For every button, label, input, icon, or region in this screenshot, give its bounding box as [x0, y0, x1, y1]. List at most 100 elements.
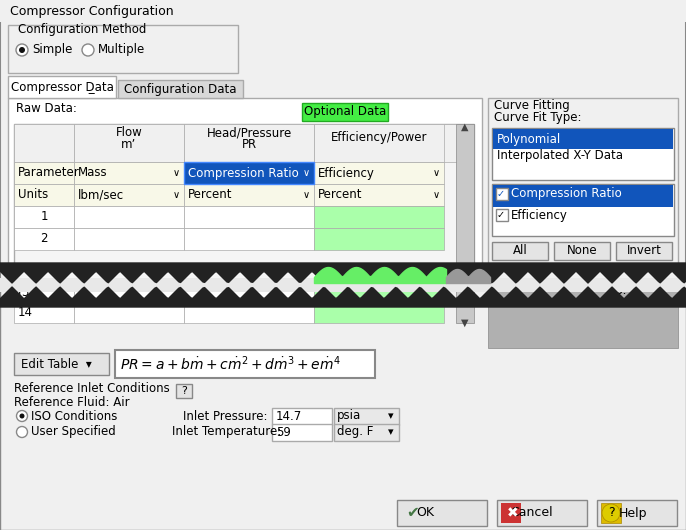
Text: Parameter: Parameter	[18, 166, 80, 180]
Text: Percent: Percent	[188, 189, 233, 201]
Text: PR: PR	[241, 137, 257, 151]
Text: ∨: ∨	[303, 168, 309, 178]
Text: Simple: Simple	[32, 43, 73, 57]
Text: Compressor D̲ata: Compressor D̲ata	[10, 81, 113, 93]
Bar	[488, 283, 678, 348]
Circle shape	[16, 427, 27, 437]
Bar	[314, 283, 444, 303]
Bar	[184, 283, 314, 303]
Bar	[302, 103, 388, 121]
Bar	[334, 408, 399, 425]
Text: ▼: ▼	[461, 318, 469, 328]
Text: Compressor Configuration: Compressor Configuration	[10, 5, 174, 19]
Text: lbm/sec: lbm/sec	[78, 189, 124, 201]
Text: Edit Table  ▾: Edit Table ▾	[21, 358, 91, 370]
Text: ✔: ✔	[406, 506, 418, 520]
Bar	[74, 206, 184, 228]
Text: 2: 2	[40, 233, 48, 245]
Text: 14: 14	[18, 306, 33, 320]
Text: Invert: Invert	[626, 244, 661, 258]
Text: ∨: ∨	[432, 190, 440, 200]
Bar	[456, 124, 474, 279]
Bar	[184, 206, 314, 228]
Bar	[74, 124, 184, 162]
Bar	[184, 228, 314, 250]
Bar	[314, 228, 444, 250]
Text: psia: psia	[337, 410, 362, 422]
Text: ?: ?	[181, 386, 187, 396]
Bar	[401, 503, 421, 523]
Text: 59: 59	[276, 426, 291, 438]
Text: Percent: Percent	[318, 189, 362, 201]
Text: Raw Data:: Raw Data:	[16, 102, 77, 114]
Bar	[314, 184, 444, 206]
Text: Efficiency/Power: Efficiency/Power	[331, 131, 427, 145]
Bar	[493, 129, 673, 149]
Bar	[14, 124, 474, 162]
Text: Help: Help	[619, 507, 648, 519]
Text: Efficiency: Efficiency	[511, 208, 568, 222]
Bar	[184, 162, 314, 184]
Bar	[597, 500, 677, 526]
Text: Curve Fit Type:: Curve Fit Type:	[494, 111, 582, 125]
Text: Curve Fitting: Curve Fitting	[494, 100, 570, 112]
Bar	[334, 424, 399, 441]
Text: Cancel: Cancel	[510, 507, 554, 519]
Bar	[272, 408, 332, 425]
Circle shape	[16, 411, 27, 421]
Text: Configuration Method: Configuration Method	[18, 23, 146, 37]
Text: $PR = a + b\dot{m} + c\dot{m}^2 + d\dot{m}^3 + e\dot{m}^4$: $PR = a + b\dot{m} + c\dot{m}^2 + d\dot{…	[120, 355, 341, 373]
Bar	[8, 76, 116, 98]
Text: OK: OK	[416, 507, 434, 519]
Bar	[488, 98, 678, 283]
Text: Reference Fluid: Air: Reference Fluid: Air	[14, 395, 130, 409]
Bar	[0, 0, 686, 22]
Text: ∨: ∨	[172, 168, 180, 178]
Text: 14.7: 14.7	[276, 410, 303, 422]
Bar	[14, 206, 74, 228]
Bar	[493, 185, 673, 207]
Bar	[184, 124, 314, 162]
Bar	[492, 128, 674, 180]
Bar	[14, 303, 74, 323]
Bar	[314, 162, 444, 184]
Bar	[8, 98, 482, 283]
Text: ✖: ✖	[507, 506, 519, 520]
Text: Optional Data: Optional Data	[304, 105, 386, 119]
Bar	[14, 283, 74, 303]
Bar	[176, 384, 192, 398]
Text: ISO Conditions: ISO Conditions	[31, 410, 117, 422]
Text: deg. F: deg. F	[337, 426, 373, 438]
Bar	[272, 424, 332, 441]
Text: Head/Pressure: Head/Pressure	[206, 127, 292, 139]
Bar	[118, 80, 243, 98]
Text: ∨: ∨	[432, 168, 440, 178]
Bar	[314, 206, 444, 228]
Text: ∨: ∨	[172, 190, 180, 200]
Text: Flow: Flow	[116, 127, 143, 139]
Text: None: None	[567, 244, 598, 258]
Bar	[314, 124, 444, 162]
Bar	[184, 184, 314, 206]
Bar	[74, 303, 184, 323]
Text: Compression Ratio: Compression Ratio	[188, 166, 298, 180]
Bar	[456, 283, 474, 323]
Text: Multiple: Multiple	[98, 43, 145, 57]
Text: Units: Units	[18, 189, 48, 201]
Bar	[74, 228, 184, 250]
Text: ▲: ▲	[461, 122, 469, 132]
Bar	[0, 278, 686, 292]
Circle shape	[602, 504, 620, 522]
Bar	[496, 188, 508, 200]
Text: No.: No.	[608, 284, 628, 296]
Text: ?: ?	[608, 507, 614, 519]
Bar	[8, 25, 238, 73]
Bar	[492, 184, 674, 236]
Text: Efficiency: Efficiency	[318, 166, 375, 180]
Bar	[74, 162, 184, 184]
Bar	[601, 503, 621, 523]
Text: 1: 1	[40, 210, 48, 224]
Circle shape	[19, 47, 25, 53]
Text: ▾: ▾	[388, 427, 394, 437]
Circle shape	[16, 44, 28, 56]
